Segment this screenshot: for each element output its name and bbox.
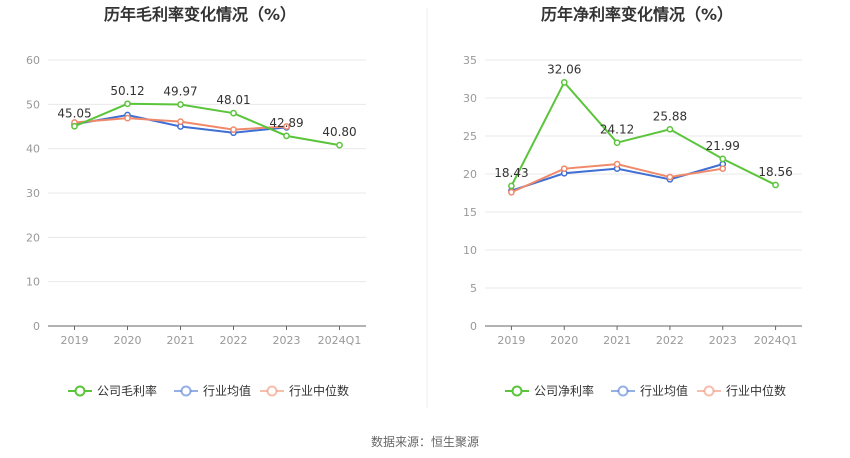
y-tick-label: 30 — [463, 92, 477, 105]
data-point-company — [177, 101, 184, 108]
legend-swatch-marker — [266, 385, 278, 397]
series-line-company — [510, 80, 777, 187]
legend-label: 行业均值 — [640, 383, 688, 398]
data-point-company — [719, 155, 727, 163]
data-label: 48.01 — [216, 93, 250, 107]
y-tick-label: 0 — [470, 320, 477, 333]
y-tick-label: 30 — [26, 187, 40, 200]
data-label: 18.56 — [758, 165, 792, 179]
y-tick-label: 60 — [26, 54, 40, 67]
data-label: 50.12 — [110, 84, 144, 98]
data-point-company — [230, 109, 237, 117]
data-point-company — [666, 125, 674, 133]
legend-swatch-marker — [617, 385, 629, 397]
y-tick-label: 20 — [463, 168, 477, 181]
data-label: 24.12 — [600, 123, 634, 137]
data-point-industry_median — [719, 165, 727, 173]
net-margin-chart: 历年净利率变化情况（%） 0 5 10 15 20 25 30 35 2019 2020 2021 20… — [463, 5, 802, 398]
y-tick-label: 35 — [463, 54, 477, 67]
data-point-industry_median — [666, 173, 674, 181]
y-tick-label: 15 — [463, 206, 477, 219]
data-label: 21.99 — [706, 139, 740, 153]
data-label: 49.97 — [163, 84, 197, 98]
data-point-industry_median — [124, 114, 131, 122]
data-label: 32.06 — [547, 62, 581, 76]
x-tick-label: 2019 — [497, 334, 525, 347]
x-tick-label: 2022 — [220, 334, 248, 347]
x-tick-label: 2021 — [603, 334, 631, 347]
data-point-industry_median — [560, 165, 568, 173]
data-label: 45.05 — [57, 106, 91, 120]
data-point-industry_median — [508, 188, 515, 196]
x-tick-label: 2020 — [550, 334, 578, 347]
chart-title: 历年净利率变化情况（%） — [541, 5, 733, 24]
legend-label: 行业均值 — [203, 383, 251, 398]
x-tick-label: 2020 — [114, 334, 142, 347]
data-point-company — [772, 181, 779, 189]
x-tick-label: 2019 — [61, 334, 89, 347]
data-point-industry_median — [230, 126, 237, 133]
y-tick-label: 20 — [26, 231, 40, 244]
series-line-company — [74, 102, 340, 147]
data-label: 18.43 — [494, 166, 528, 180]
x-tick-label: 2024Q1 — [318, 334, 362, 347]
data-point-company — [336, 141, 343, 149]
legend-swatch-marker — [511, 385, 523, 397]
data-point-industry_median — [613, 160, 621, 168]
data-point-company — [124, 100, 131, 108]
data-point-industry_median — [283, 123, 290, 130]
y-tick-label: 10 — [26, 276, 40, 289]
legend-label: 行业中位数 — [726, 383, 786, 398]
data-point-company — [560, 78, 568, 86]
x-tick-label: 2023 — [273, 334, 301, 347]
legend-label: 公司毛利率 — [97, 383, 157, 398]
footer-source: 数据来源：恒生聚源 — [371, 434, 479, 449]
legend-swatch-marker — [703, 385, 715, 397]
data-point-company — [71, 122, 78, 130]
y-tick-label: 5 — [470, 282, 477, 295]
gross-margin-chart: 历年毛利率变化情况（%） 0 10 20 30 40 50 60 2019 2020 2021 202… — [26, 5, 366, 398]
legend-swatch-marker — [74, 385, 86, 397]
y-tick-label: 50 — [26, 98, 40, 111]
y-tick-label: 40 — [26, 143, 40, 156]
data-label: 42.89 — [269, 116, 303, 130]
legend-label: 行业中位数 — [289, 383, 349, 398]
legend-label: 公司净利率 — [534, 383, 594, 398]
data-label: 40.80 — [322, 125, 356, 139]
y-tick-label: 0 — [33, 320, 40, 333]
data-point-company — [508, 182, 515, 190]
data-point-company — [613, 139, 621, 147]
legend-swatch-marker — [180, 385, 192, 397]
y-tick-label: 10 — [463, 244, 477, 257]
data-point-industry_median — [177, 118, 184, 125]
data-point-company — [283, 132, 290, 140]
y-tick-label: 25 — [463, 130, 477, 143]
x-tick-label: 2024Q1 — [754, 334, 798, 347]
data-label: 25.88 — [653, 109, 687, 123]
x-tick-label: 2021 — [167, 334, 195, 347]
x-tick-label: 2022 — [656, 334, 684, 347]
x-tick-label: 2023 — [709, 334, 737, 347]
chart-title: 历年毛利率变化情况（%） — [104, 5, 296, 24]
